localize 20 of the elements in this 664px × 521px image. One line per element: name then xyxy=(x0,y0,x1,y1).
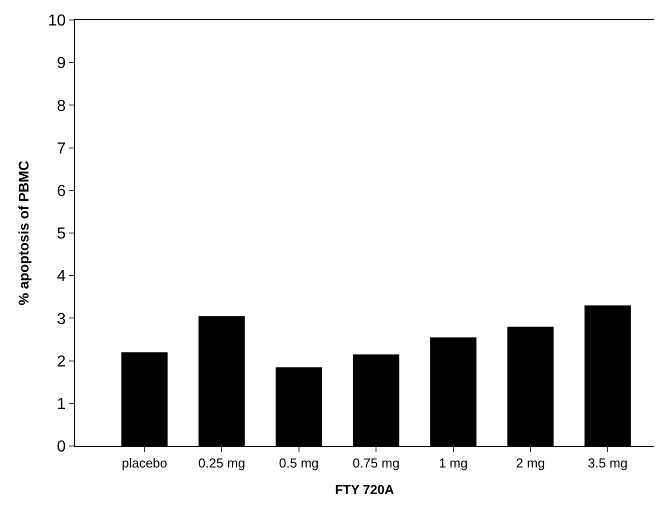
x-tick-label: 3.5 mg xyxy=(588,456,628,471)
y-tick-label: 7 xyxy=(56,140,66,158)
y-tick-label: 9 xyxy=(56,55,66,72)
y-tick-label: 3 xyxy=(56,310,66,328)
y-tick-label: 0 xyxy=(56,438,66,456)
y-tick-label: 10 xyxy=(48,12,66,30)
x-tick-label: placebo xyxy=(122,456,168,471)
y-tick-label: 2 xyxy=(56,353,66,370)
y-tick-label: 4 xyxy=(56,268,66,286)
x-tick-label: 1 mg xyxy=(438,456,468,471)
x-tick-label: 0.25 mg xyxy=(198,456,246,471)
y-tick-label: 8 xyxy=(56,98,66,115)
x-tick-label: 0.5 mg xyxy=(279,456,319,471)
y-tick-label: 6 xyxy=(56,183,66,200)
x-tick-label: 2 mg xyxy=(516,456,545,471)
y-tick-label: 5 xyxy=(56,226,66,243)
y-tick-label: 1 xyxy=(56,396,66,413)
x-tick-label: 0.75 mg xyxy=(352,456,400,471)
x-axis-title: FTY 720A xyxy=(334,482,395,498)
y-axis-title: % apoptosis of PBMC xyxy=(16,160,32,306)
